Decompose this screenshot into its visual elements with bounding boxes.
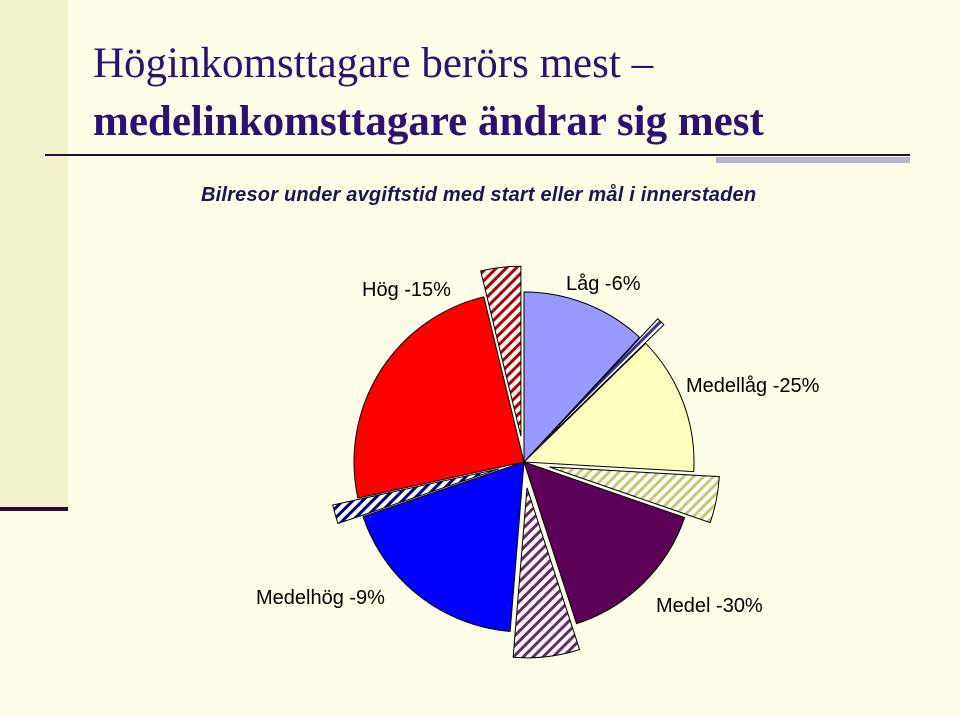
pie-labels: Låg -6% Medellåg -25% Medel -30% Medelhög -… — [256, 273, 820, 617]
title-underline — [45, 154, 910, 156]
pie-label-medellag: Medellåg -25% — [686, 375, 820, 397]
pie-slice-hog-exploded — [480, 265, 522, 437]
pie-label-medel: Medel -30% — [656, 595, 763, 617]
pie-slice-medelhog — [362, 461, 525, 632]
pie-slice-hog — [353, 296, 525, 499]
pie-slice-medel-exploded — [512, 487, 581, 659]
left-decor-rule — [0, 507, 68, 511]
pie-slice-medelhog-exploded — [332, 468, 500, 525]
slide-title: Höginkomsttagare berörs mest – medelinko… — [93, 42, 764, 144]
pie-label-lag: Låg -6% — [566, 273, 641, 295]
pie-slices — [332, 265, 720, 659]
pie-label-hog: Hög -15% — [362, 279, 451, 301]
slide-title-line-2: medelinkomsttagare ändrar sig mest — [93, 98, 764, 145]
pie-slice-lag-exploded — [541, 318, 665, 444]
slide-title-line-1: Höginkomsttagare berörs mest – — [93, 40, 654, 87]
pie-slice-medellag — [522, 342, 695, 473]
pie-slice-medel — [523, 461, 686, 625]
left-decor-bar — [0, 0, 68, 510]
pie-slice-medellag-exploded — [549, 466, 720, 524]
pie-label-medelhog: Medelhög -9% — [256, 587, 385, 609]
chart-subtitle: Bilresor under avgiftstid med start elle… — [201, 184, 757, 206]
title-underline-accent — [716, 157, 910, 163]
pie-slice-lag — [523, 291, 641, 464]
